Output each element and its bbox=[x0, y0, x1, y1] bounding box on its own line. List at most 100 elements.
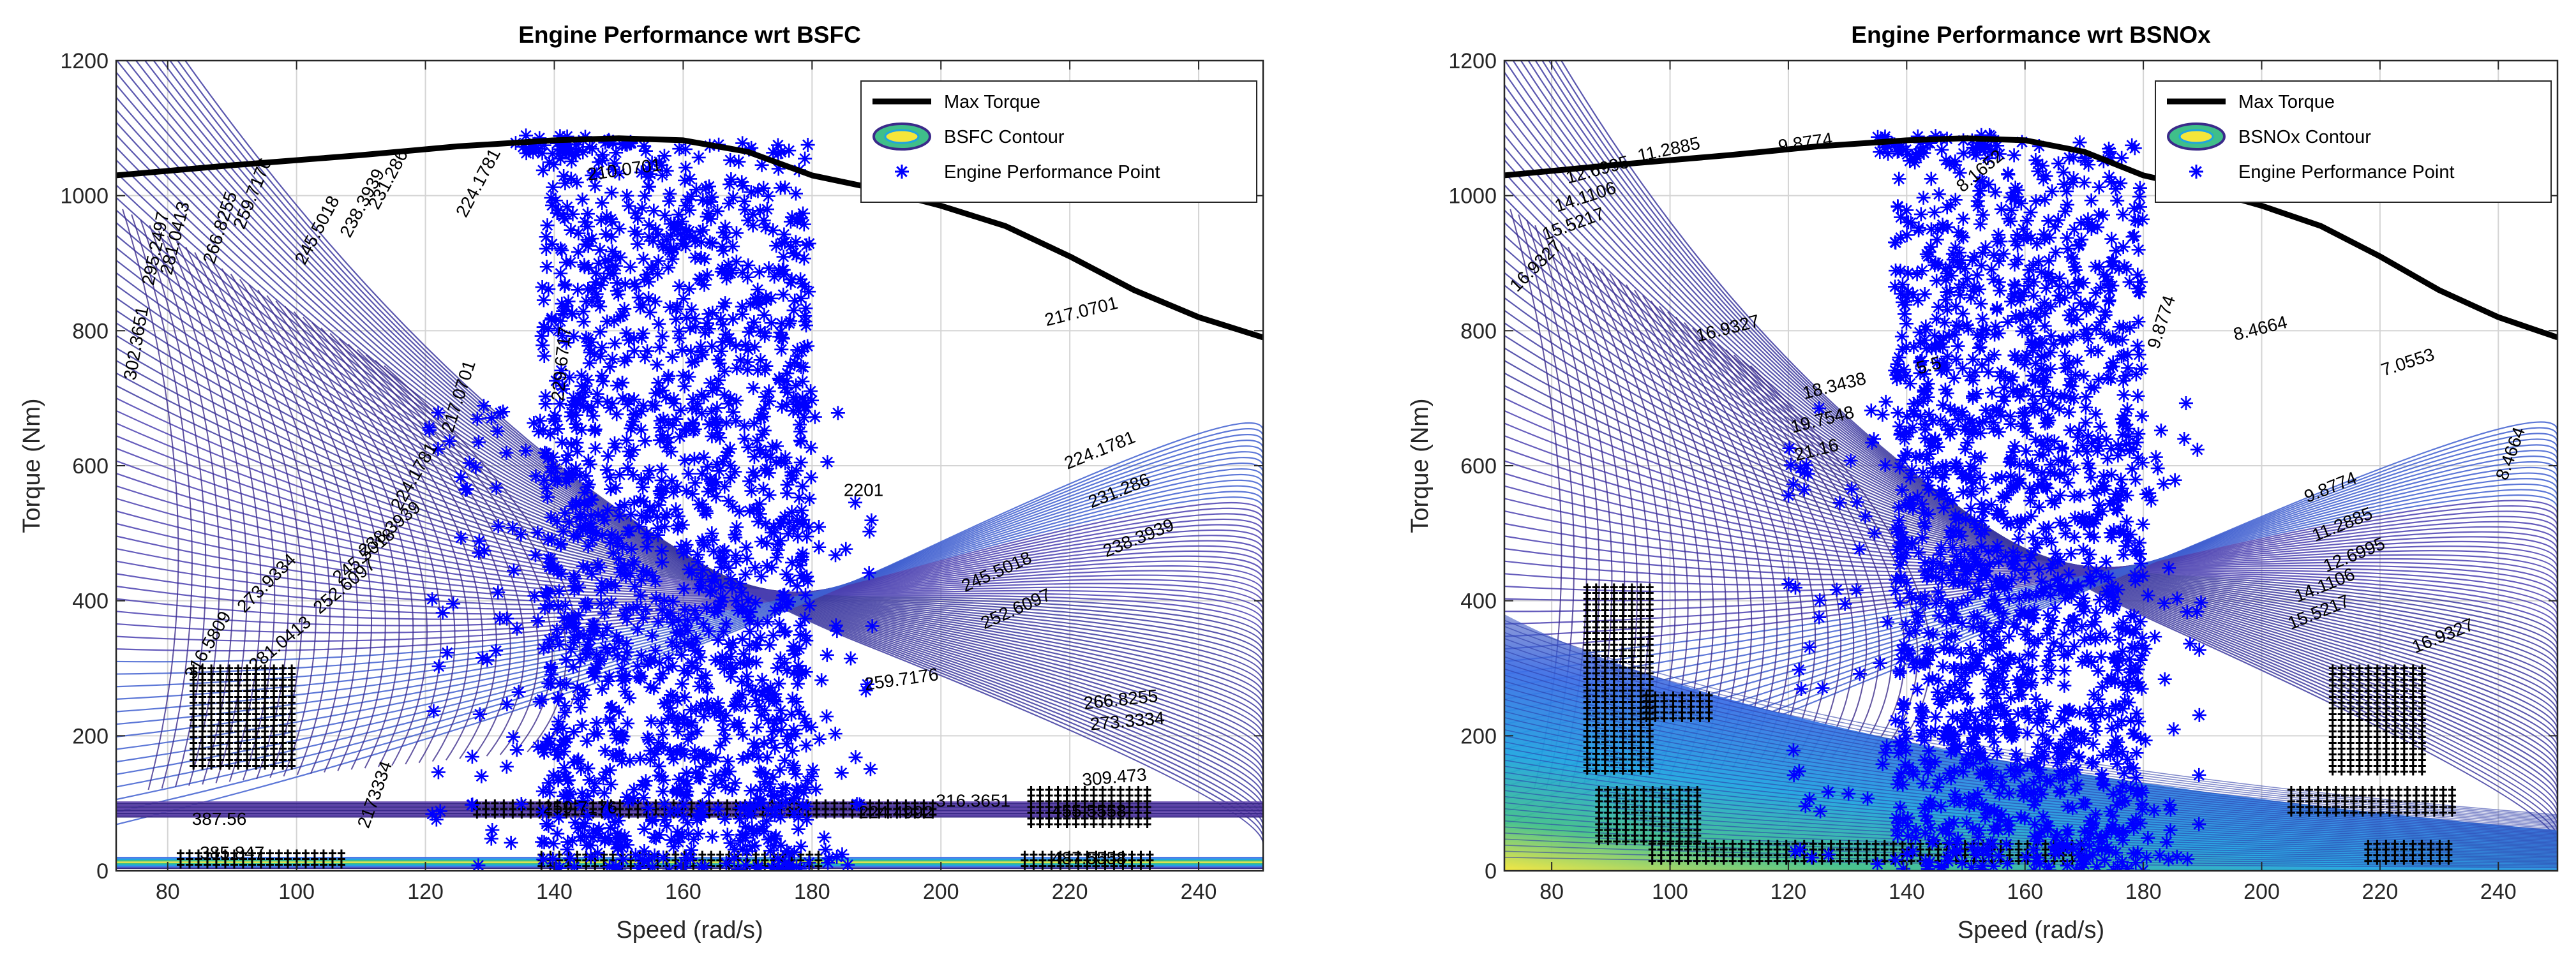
label-cluster bbox=[893, 811, 901, 819]
legend-label: BSNOx Contour bbox=[2238, 127, 2371, 147]
label-cluster bbox=[1658, 838, 1666, 845]
x-tick-label: 160 bbox=[665, 880, 701, 904]
label-cluster bbox=[1636, 767, 1645, 775]
contour-line bbox=[1708, 338, 1868, 758]
label-cluster bbox=[2346, 767, 2355, 776]
label-cluster bbox=[252, 762, 260, 770]
label-cluster bbox=[839, 811, 848, 819]
contour-line bbox=[1504, 723, 2557, 838]
label-cluster bbox=[2448, 809, 2456, 817]
contour-line bbox=[1504, 644, 2557, 821]
contour-line bbox=[1504, 741, 2557, 843]
label-cluster bbox=[1862, 857, 1871, 865]
legend-contour-swatch-inner bbox=[884, 129, 920, 144]
contour-line bbox=[1667, 311, 1804, 765]
y-tick-label: 400 bbox=[1460, 589, 1497, 614]
contour-line bbox=[356, 349, 539, 755]
label-cluster bbox=[1702, 857, 1710, 865]
x-tick-label: 80 bbox=[1539, 880, 1564, 904]
label-cluster bbox=[1056, 862, 1065, 870]
label-cluster bbox=[2355, 767, 2363, 776]
label-cluster bbox=[301, 861, 310, 869]
label-cluster bbox=[1054, 820, 1062, 828]
label-cluster bbox=[546, 862, 555, 870]
label-cluster bbox=[1045, 820, 1053, 828]
label-cluster bbox=[2445, 857, 2453, 865]
x-tick-label: 220 bbox=[1052, 880, 1088, 904]
label-cluster bbox=[234, 762, 243, 770]
label-cluster bbox=[1845, 857, 1853, 865]
label-cluster bbox=[1631, 838, 1639, 845]
label-cluster bbox=[2391, 857, 2399, 865]
label-cluster bbox=[225, 762, 234, 770]
x-tick-label: 100 bbox=[1652, 880, 1688, 904]
label-cluster bbox=[857, 811, 865, 819]
contour-line bbox=[375, 360, 567, 753]
label-cluster bbox=[1074, 862, 1082, 870]
label-cluster bbox=[1678, 714, 1686, 722]
label-cluster bbox=[1090, 820, 1098, 828]
contour-label: 387.56 bbox=[192, 809, 247, 829]
contour-line bbox=[1659, 306, 1791, 766]
label-cluster bbox=[2367, 809, 2376, 817]
x-tick-label: 200 bbox=[2243, 880, 2280, 904]
label-cluster bbox=[1027, 820, 1035, 828]
label-cluster bbox=[243, 762, 251, 770]
legend: Max Torque BSFC Contour Engine Performance… bbox=[860, 80, 1257, 203]
label-cluster bbox=[1660, 714, 1668, 722]
label-cluster bbox=[866, 811, 874, 819]
label-cluster bbox=[2400, 857, 2408, 865]
x-tick-label: 160 bbox=[2007, 880, 2043, 904]
label-cluster bbox=[1081, 820, 1089, 828]
label-cluster bbox=[564, 862, 573, 870]
y-tick-label: 0 bbox=[1485, 859, 1497, 884]
x-tick-label: 100 bbox=[278, 880, 315, 904]
label-cluster bbox=[1063, 820, 1071, 828]
contour-label: 455.5558 bbox=[1052, 801, 1127, 820]
label-cluster bbox=[203, 861, 211, 869]
label-cluster bbox=[1648, 857, 1656, 865]
label-cluster bbox=[1711, 857, 1719, 865]
contour-line bbox=[185, 246, 276, 781]
label-cluster bbox=[1773, 857, 1781, 865]
x-tick-label: 220 bbox=[2362, 880, 2399, 904]
contour-line bbox=[1504, 632, 2557, 819]
contour-line bbox=[1504, 850, 2557, 867]
contour-line bbox=[149, 225, 220, 786]
label-cluster bbox=[216, 762, 225, 770]
label-cluster bbox=[1021, 862, 1029, 870]
contour-line bbox=[221, 268, 331, 776]
label-cluster bbox=[190, 762, 198, 770]
label-cluster bbox=[1134, 820, 1142, 828]
chart-title: Engine Performance wrt BSFC bbox=[518, 22, 861, 48]
label-cluster bbox=[212, 861, 220, 869]
label-cluster bbox=[1684, 838, 1693, 845]
legend-label: BSFC Contour bbox=[944, 127, 1065, 147]
label-cluster bbox=[1583, 767, 1591, 775]
label-cluster bbox=[1675, 857, 1683, 865]
label-cluster bbox=[194, 861, 202, 869]
label-cluster bbox=[274, 861, 283, 869]
label-cluster bbox=[848, 811, 857, 819]
contour-label: 385.847 bbox=[200, 843, 264, 863]
label-cluster bbox=[812, 811, 821, 819]
label-cluster bbox=[1645, 767, 1654, 775]
label-cluster bbox=[654, 862, 662, 870]
label-cluster bbox=[1642, 714, 1651, 722]
label-cluster bbox=[1746, 857, 1755, 865]
x-axis-label: Speed (rad/s) bbox=[616, 917, 763, 944]
label-cluster bbox=[1782, 857, 1790, 865]
legend: Max Torque BSNOx Contour Engine Performanc… bbox=[2155, 80, 2552, 203]
contour-line bbox=[257, 290, 386, 770]
label-cluster bbox=[625, 811, 633, 819]
label-cluster bbox=[591, 862, 599, 870]
label-cluster bbox=[319, 861, 327, 869]
label-cluster bbox=[2332, 809, 2340, 817]
y-tick-label: 200 bbox=[1460, 724, 1497, 748]
label-cluster bbox=[2427, 857, 2435, 865]
max-torque-line bbox=[1504, 135, 2557, 341]
label-cluster bbox=[1146, 862, 1154, 870]
label-cluster bbox=[2439, 809, 2447, 817]
label-cluster bbox=[1613, 838, 1621, 845]
